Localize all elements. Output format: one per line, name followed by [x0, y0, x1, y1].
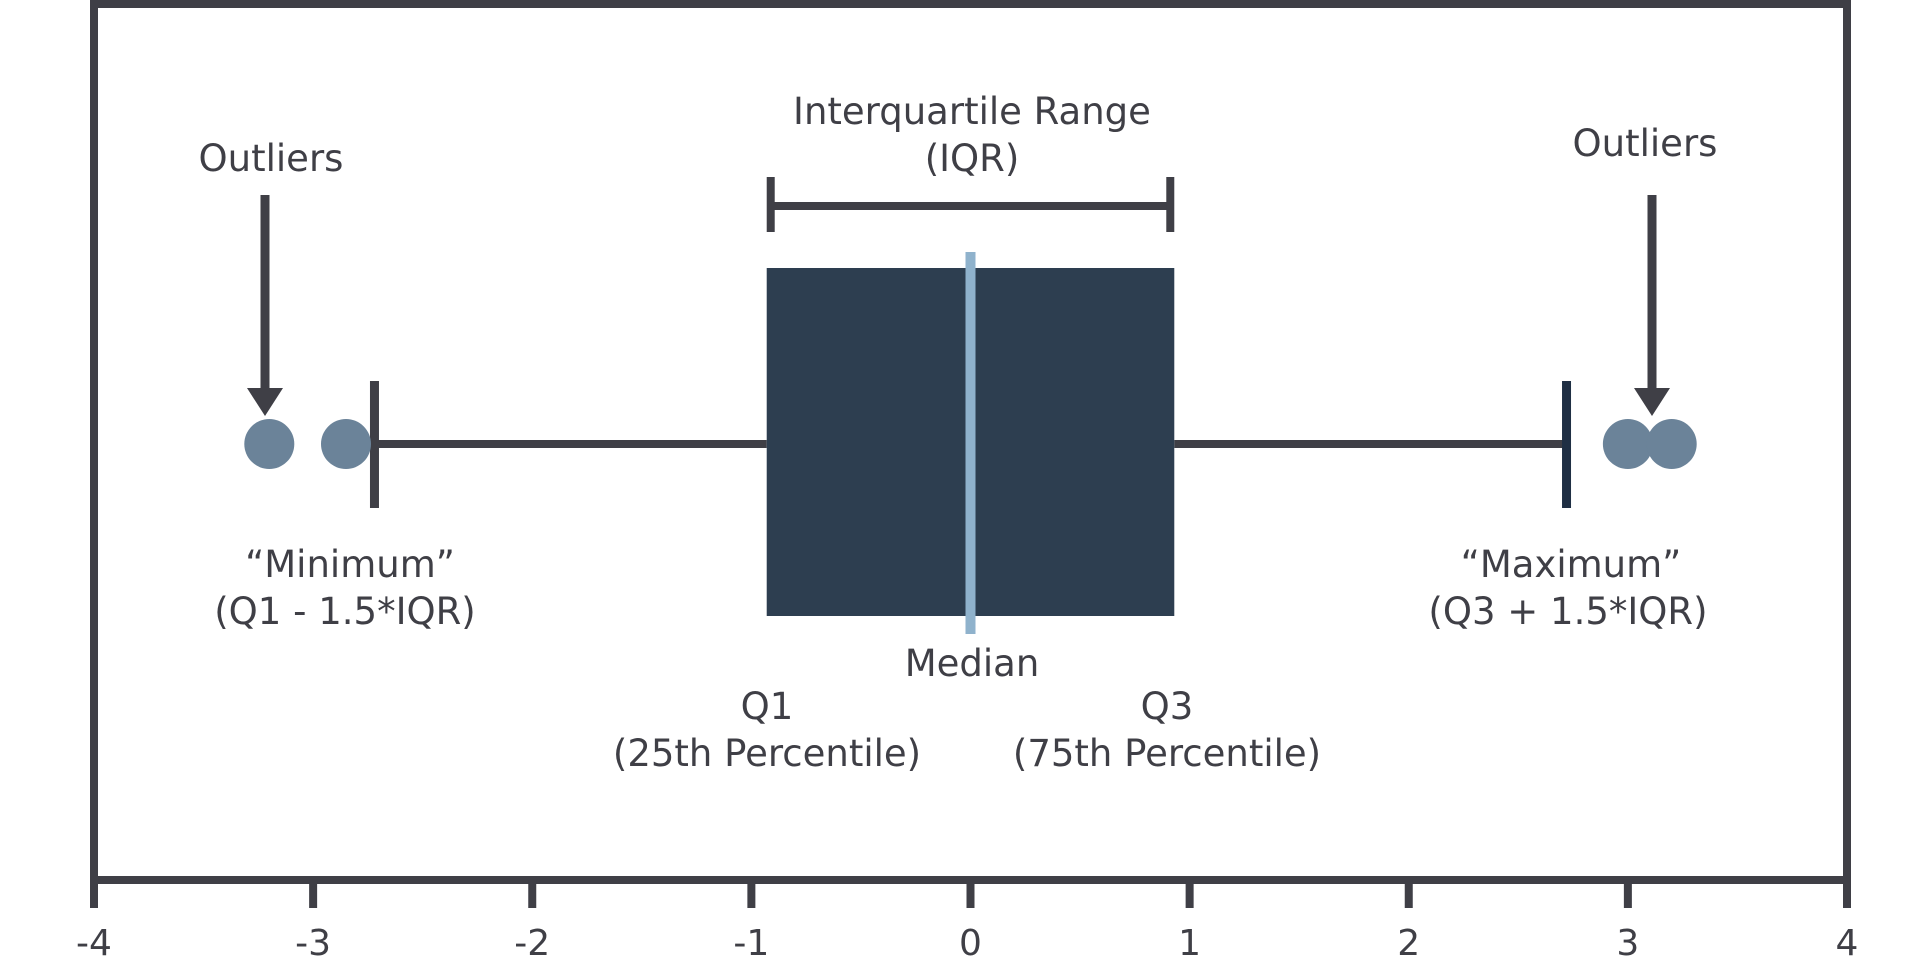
x-axis-tick-label: 3 [1616, 923, 1639, 962]
whiskers [369, 381, 1572, 508]
x-axis-tick-label: 1 [1178, 923, 1201, 962]
plot-frame [90, 0, 1851, 880]
outlier-points [244, 419, 1697, 469]
iqr-bracket [766, 177, 1175, 232]
q1-label-line1: Q1 [741, 685, 794, 728]
x-axis-tick-label: 2 [1397, 923, 1420, 962]
annotations: Interquartile Range (IQR) Outliers Outli… [199, 90, 1718, 775]
x-axis-tick-label: -4 [76, 923, 112, 962]
outlier-point [1602, 419, 1653, 469]
outlier-arrow-left-head [247, 388, 283, 416]
outlier-arrow-right [1634, 195, 1670, 416]
x-axis: -4 -3 -2 -1 0 1 2 3 4 [76, 876, 1859, 964]
outliers-right-label: Outliers [1573, 122, 1718, 165]
x-axis-tick-label: 0 [959, 923, 982, 962]
iqr-label-line1: Interquartile Range [793, 90, 1151, 133]
iqr-label-line2: (IQR) [925, 137, 1020, 180]
maximum-label-line2: (Q3 + 1.5*IQR) [1428, 590, 1707, 633]
q3-label-line1: Q3 [1141, 685, 1194, 728]
q1-label-line2: (25th Percentile) [613, 732, 921, 775]
maximum-label-line1: “Maximum” [1461, 543, 1682, 586]
x-axis-tick-label: -3 [295, 923, 331, 962]
outlier-arrow-left [247, 195, 283, 416]
x-axis-tick-label: -1 [733, 923, 769, 962]
x-axis-tick-labels: -4 -3 -2 -1 0 1 2 3 4 [76, 923, 1859, 964]
minimum-label-line2: (Q1 - 1.5*IQR) [214, 590, 476, 633]
outliers-left-label: Outliers [199, 137, 344, 180]
outlier-arrow-right-head [1634, 388, 1670, 416]
x-axis-tick-label: 4 [1836, 923, 1859, 962]
q3-label-line2: (75th Percentile) [1013, 732, 1321, 775]
outlier-point [320, 419, 371, 469]
median-label: Median [905, 642, 1040, 685]
x-axis-ticks [90, 880, 1851, 908]
minimum-label-line1: “Minimum” [245, 543, 455, 586]
outlier-point [244, 419, 295, 469]
outlier-point [1646, 419, 1697, 469]
x-axis-tick-label: -2 [514, 923, 550, 962]
